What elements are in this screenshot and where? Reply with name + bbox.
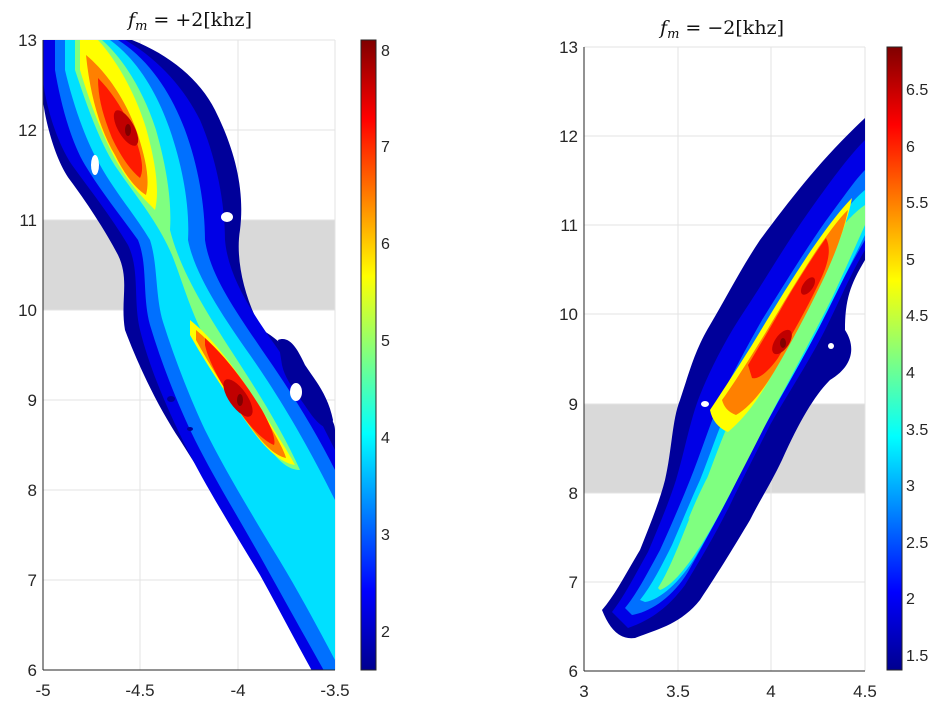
svg-text:-4.5: -4.5 (125, 681, 154, 700)
svg-text:6: 6 (381, 236, 390, 253)
svg-text:3: 3 (381, 527, 390, 544)
svg-text:8: 8 (28, 481, 37, 500)
left-contour-fill (43, 40, 335, 670)
svg-text:7: 7 (569, 573, 578, 592)
left-y-ticks: 13 12 11 10 9 8 7 6 (18, 31, 37, 680)
svg-text:5: 5 (906, 252, 915, 269)
svg-text:4.5: 4.5 (906, 308, 928, 325)
svg-text:8: 8 (569, 484, 578, 503)
svg-text:6.5: 6.5 (906, 82, 928, 99)
svg-text:9: 9 (28, 391, 37, 410)
svg-text:4: 4 (906, 365, 915, 382)
svg-text:7: 7 (28, 571, 37, 590)
svg-text:3: 3 (579, 682, 588, 701)
svg-text:2: 2 (906, 591, 915, 608)
left-plot: fm = +2[khz] (18, 9, 390, 700)
svg-text:1.5: 1.5 (906, 648, 928, 665)
left-colorbar: 8 7 6 5 4 3 2 (360, 39, 390, 671)
svg-text:2.5: 2.5 (906, 535, 928, 552)
svg-text:5: 5 (381, 333, 390, 350)
svg-text:-5: -5 (35, 681, 50, 700)
left-x-ticks: -5 -4.5 -4 -3.5 (35, 681, 349, 700)
svg-text:5.5: 5.5 (906, 195, 928, 212)
svg-text:4: 4 (381, 430, 390, 447)
svg-text:9: 9 (569, 395, 578, 414)
svg-text:12: 12 (18, 121, 37, 140)
right-contour-fill (602, 118, 865, 639)
svg-text:12: 12 (559, 127, 578, 146)
svg-text:6: 6 (569, 662, 578, 681)
right-colorbar: 6.5 6 5.5 5 4.5 4 3.5 3 2.5 2 1.5 (886, 46, 928, 671)
svg-text:-3.5: -3.5 (320, 681, 349, 700)
right-plot-title: fm = −2[khz] (658, 17, 784, 42)
svg-text:6: 6 (906, 139, 915, 156)
svg-text:3: 3 (906, 478, 915, 495)
svg-text:13: 13 (18, 31, 37, 50)
svg-text:6: 6 (28, 661, 37, 680)
svg-text:4.5: 4.5 (853, 682, 877, 701)
svg-text:10: 10 (559, 305, 578, 324)
svg-text:4: 4 (766, 682, 775, 701)
svg-text:-4: -4 (230, 681, 245, 700)
right-y-ticks: 13 12 11 10 9 8 7 6 (559, 38, 578, 681)
svg-text:11: 11 (19, 211, 37, 230)
right-plot: fm = −2[khz] (559, 17, 928, 701)
svg-text:2: 2 (381, 624, 390, 641)
svg-text:11: 11 (560, 216, 578, 235)
svg-text:8: 8 (381, 43, 390, 60)
svg-text:7: 7 (381, 139, 390, 156)
svg-text:3.5: 3.5 (666, 682, 690, 701)
svg-text:3.5: 3.5 (906, 422, 928, 439)
right-x-ticks: 3 3.5 4 4.5 (579, 682, 877, 701)
svg-text:13: 13 (559, 38, 578, 57)
svg-text:10: 10 (18, 301, 37, 320)
left-plot-title: fm = +2[khz] (126, 9, 252, 34)
